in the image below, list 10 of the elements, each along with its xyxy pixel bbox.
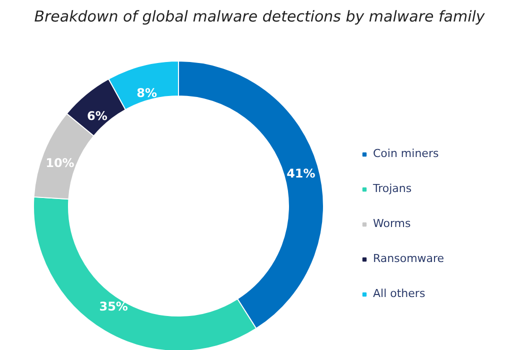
legend-label: All others bbox=[373, 287, 426, 300]
data-label: 35% bbox=[99, 299, 128, 314]
legend-label: Worms bbox=[373, 217, 411, 230]
legend-label: Trojans bbox=[373, 182, 412, 195]
data-label: 6% bbox=[87, 109, 108, 124]
legend-label: Ransomware bbox=[373, 252, 444, 265]
data-label: 8% bbox=[136, 86, 157, 100]
legend-label: Coin miners bbox=[373, 147, 439, 160]
data-label: 41% bbox=[286, 166, 316, 181]
chart-title: Breakdown of global malware detections by malware family bbox=[34, 8, 486, 26]
